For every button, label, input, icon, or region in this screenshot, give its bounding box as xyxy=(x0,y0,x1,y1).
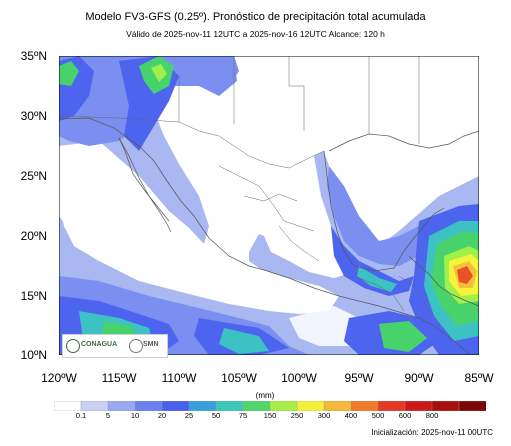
y-tick-label: 25ºN xyxy=(20,169,47,183)
x-tick-label: 95ºW xyxy=(344,371,374,385)
y-tick-label: 35ºN xyxy=(20,49,47,63)
smn-logo-text: SMN xyxy=(143,341,159,348)
x-tick-label: 105ºW xyxy=(221,371,257,385)
colorbar-tick-label: 600 xyxy=(398,411,412,420)
borders xyxy=(59,56,430,317)
colorbar xyxy=(54,401,486,411)
colorbar-tick-label: 0.1 xyxy=(75,411,87,420)
colorbar-swatch xyxy=(431,401,460,411)
colorbar-swatch xyxy=(54,401,82,411)
chart-subtitle: Válido de 2025-nov-11 12UTC a 2025-nov-1… xyxy=(126,29,385,39)
colorbar-units: (mm) xyxy=(255,391,275,400)
precip-north-blue-east xyxy=(209,56,239,86)
initialization-text: Inicialización: 2025-nov-11 00UTC xyxy=(371,428,493,437)
x-tick-label: 100ºW xyxy=(281,371,317,385)
colorbar-tick-label: 5 xyxy=(105,411,111,420)
smn-logo-icon xyxy=(129,339,143,353)
y-tick-label: 20ºN xyxy=(20,229,47,243)
colorbar-tick-label: 150 xyxy=(263,411,277,420)
x-tick-label: 120ºW xyxy=(41,371,77,385)
colorbar-swatch xyxy=(80,401,109,411)
chart-title: Modelo FV3-GFS (0.25º). Pronóstico de pr… xyxy=(85,11,426,23)
precip-pacific-central-am-green xyxy=(379,321,427,352)
colorbar-swatch xyxy=(269,401,298,411)
colorbar-swatch xyxy=(215,401,244,411)
precip-pacific-south-east-teal xyxy=(219,328,269,354)
colorbar-swatch xyxy=(296,401,325,411)
x-tick-label: 115ºW xyxy=(101,371,137,385)
y-tick-label: 30ºN xyxy=(20,109,47,123)
logos-panel: CONAGUA SMN xyxy=(62,334,168,358)
colorbar-tick-label: 800 xyxy=(425,411,439,420)
conagua-logo-icon xyxy=(66,339,80,353)
colorbar-tick-label: 500 xyxy=(371,411,385,420)
colorbar-swatch xyxy=(404,401,433,411)
precip-gulf-coast-deep xyxy=(331,226,414,296)
dry-ocean-patch xyxy=(59,166,259,300)
colorbar-swatch xyxy=(107,401,136,411)
precipitation-map xyxy=(59,56,479,355)
colorbar-tick-label: 75 xyxy=(238,411,248,420)
conagua-logo-text: CONAGUA xyxy=(81,341,118,348)
x-tick-label: 85ºW xyxy=(464,371,494,385)
colorbar-swatch xyxy=(377,401,406,411)
y-tick-label: 10ºN xyxy=(20,348,47,362)
x-tick-label: 110ºW xyxy=(161,371,197,385)
precip-green-north-3 xyxy=(59,61,79,86)
precip-green-north-2 xyxy=(151,64,167,82)
colorbar-tick-label: 50 xyxy=(211,411,221,420)
colorbar-swatch xyxy=(242,401,271,411)
precip-gulf-coast-teal xyxy=(357,266,397,292)
colorbar-swatch xyxy=(323,401,352,411)
colorbar-swatch xyxy=(350,401,379,411)
colorbar-swatch xyxy=(458,401,486,411)
colorbar-tick-label: 25 xyxy=(184,411,194,420)
precip-caribbean-red xyxy=(457,266,473,284)
colorbar-swatch xyxy=(134,401,163,411)
colorbar-tick-label: 250 xyxy=(290,411,304,420)
colorbar-tick-label: 300 xyxy=(317,411,331,420)
x-tick-label: 90ºW xyxy=(404,371,434,385)
colorbar-swatch xyxy=(161,401,190,411)
coastlines xyxy=(59,117,479,355)
colorbar-tick-label: 20 xyxy=(157,411,167,420)
colorbar-tick-label: 10 xyxy=(130,411,140,420)
y-tick-label: 15ºN xyxy=(20,289,47,303)
colorbar-tick-label: 400 xyxy=(344,411,358,420)
colorbar-swatch xyxy=(188,401,217,411)
